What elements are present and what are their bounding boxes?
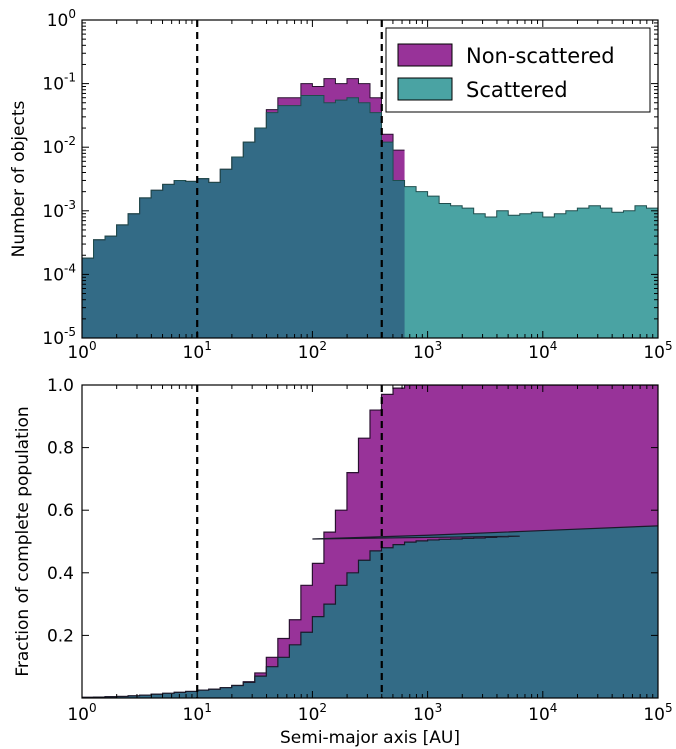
x-tick-label: 105 — [643, 339, 672, 363]
y-tick-label: 0.2 — [47, 626, 74, 646]
legend-swatch-0 — [397, 43, 453, 67]
legend-label-0: Non-scattered — [466, 44, 615, 68]
scattered-outline — [82, 94, 658, 259]
plot-area — [82, 78, 658, 338]
y-tick-label: 10-2 — [42, 134, 76, 158]
x-axis-label: Semi-major axis [AU] — [280, 728, 460, 748]
plot-area — [82, 385, 658, 698]
x-tick-label: 104 — [528, 339, 557, 363]
y-tick-label: 10-5 — [42, 325, 76, 349]
y-axis-label: Number of objects — [9, 100, 29, 257]
y-axis-label: Fraction of complete population — [13, 406, 33, 676]
y-tick-label: 1.0 — [47, 376, 74, 396]
y-tick-label: 100 — [47, 7, 76, 31]
y-tick-label: 0.8 — [47, 439, 74, 459]
legend-label-1: Scattered — [466, 78, 568, 102]
x-tick-label: 101 — [183, 701, 212, 725]
x-tick-label: 100 — [67, 701, 96, 725]
axes-frame — [81, 19, 659, 339]
x-tick-label: 103 — [413, 339, 442, 363]
x-tick-label: 100 — [67, 339, 96, 363]
x-tick-label: 101 — [183, 339, 212, 363]
y-tick-label: 10-4 — [42, 261, 76, 285]
y-tick-label: 0.6 — [47, 501, 74, 521]
axes-frame — [81, 384, 659, 699]
x-tick-label: 102 — [298, 339, 327, 363]
x-tick-label: 102 — [298, 701, 327, 725]
y-tick-label: 10-1 — [42, 71, 76, 95]
y-tick-label: 10-3 — [42, 198, 76, 222]
panel-bottom-cumulative: 100 101 102 103 104 105 0.2 0.4 0.6 0.8 1.0 Fractio… — [13, 376, 673, 748]
legend: Non-scattered Scattered — [385, 27, 651, 113]
x-tick-label: 103 — [413, 701, 442, 725]
overlap-area — [82, 95, 405, 338]
y-tick-label: 0.4 — [47, 564, 74, 584]
x-tick-label: 105 — [643, 701, 672, 725]
scattered-area — [82, 525, 658, 698]
legend-swatch-1 — [397, 77, 453, 101]
panel-top-histogram: 100 101 102 103 104 105 10-5 10-4 10-3 10-2 10-1 10… — [9, 7, 673, 363]
x-tick-label: 104 — [528, 701, 557, 725]
